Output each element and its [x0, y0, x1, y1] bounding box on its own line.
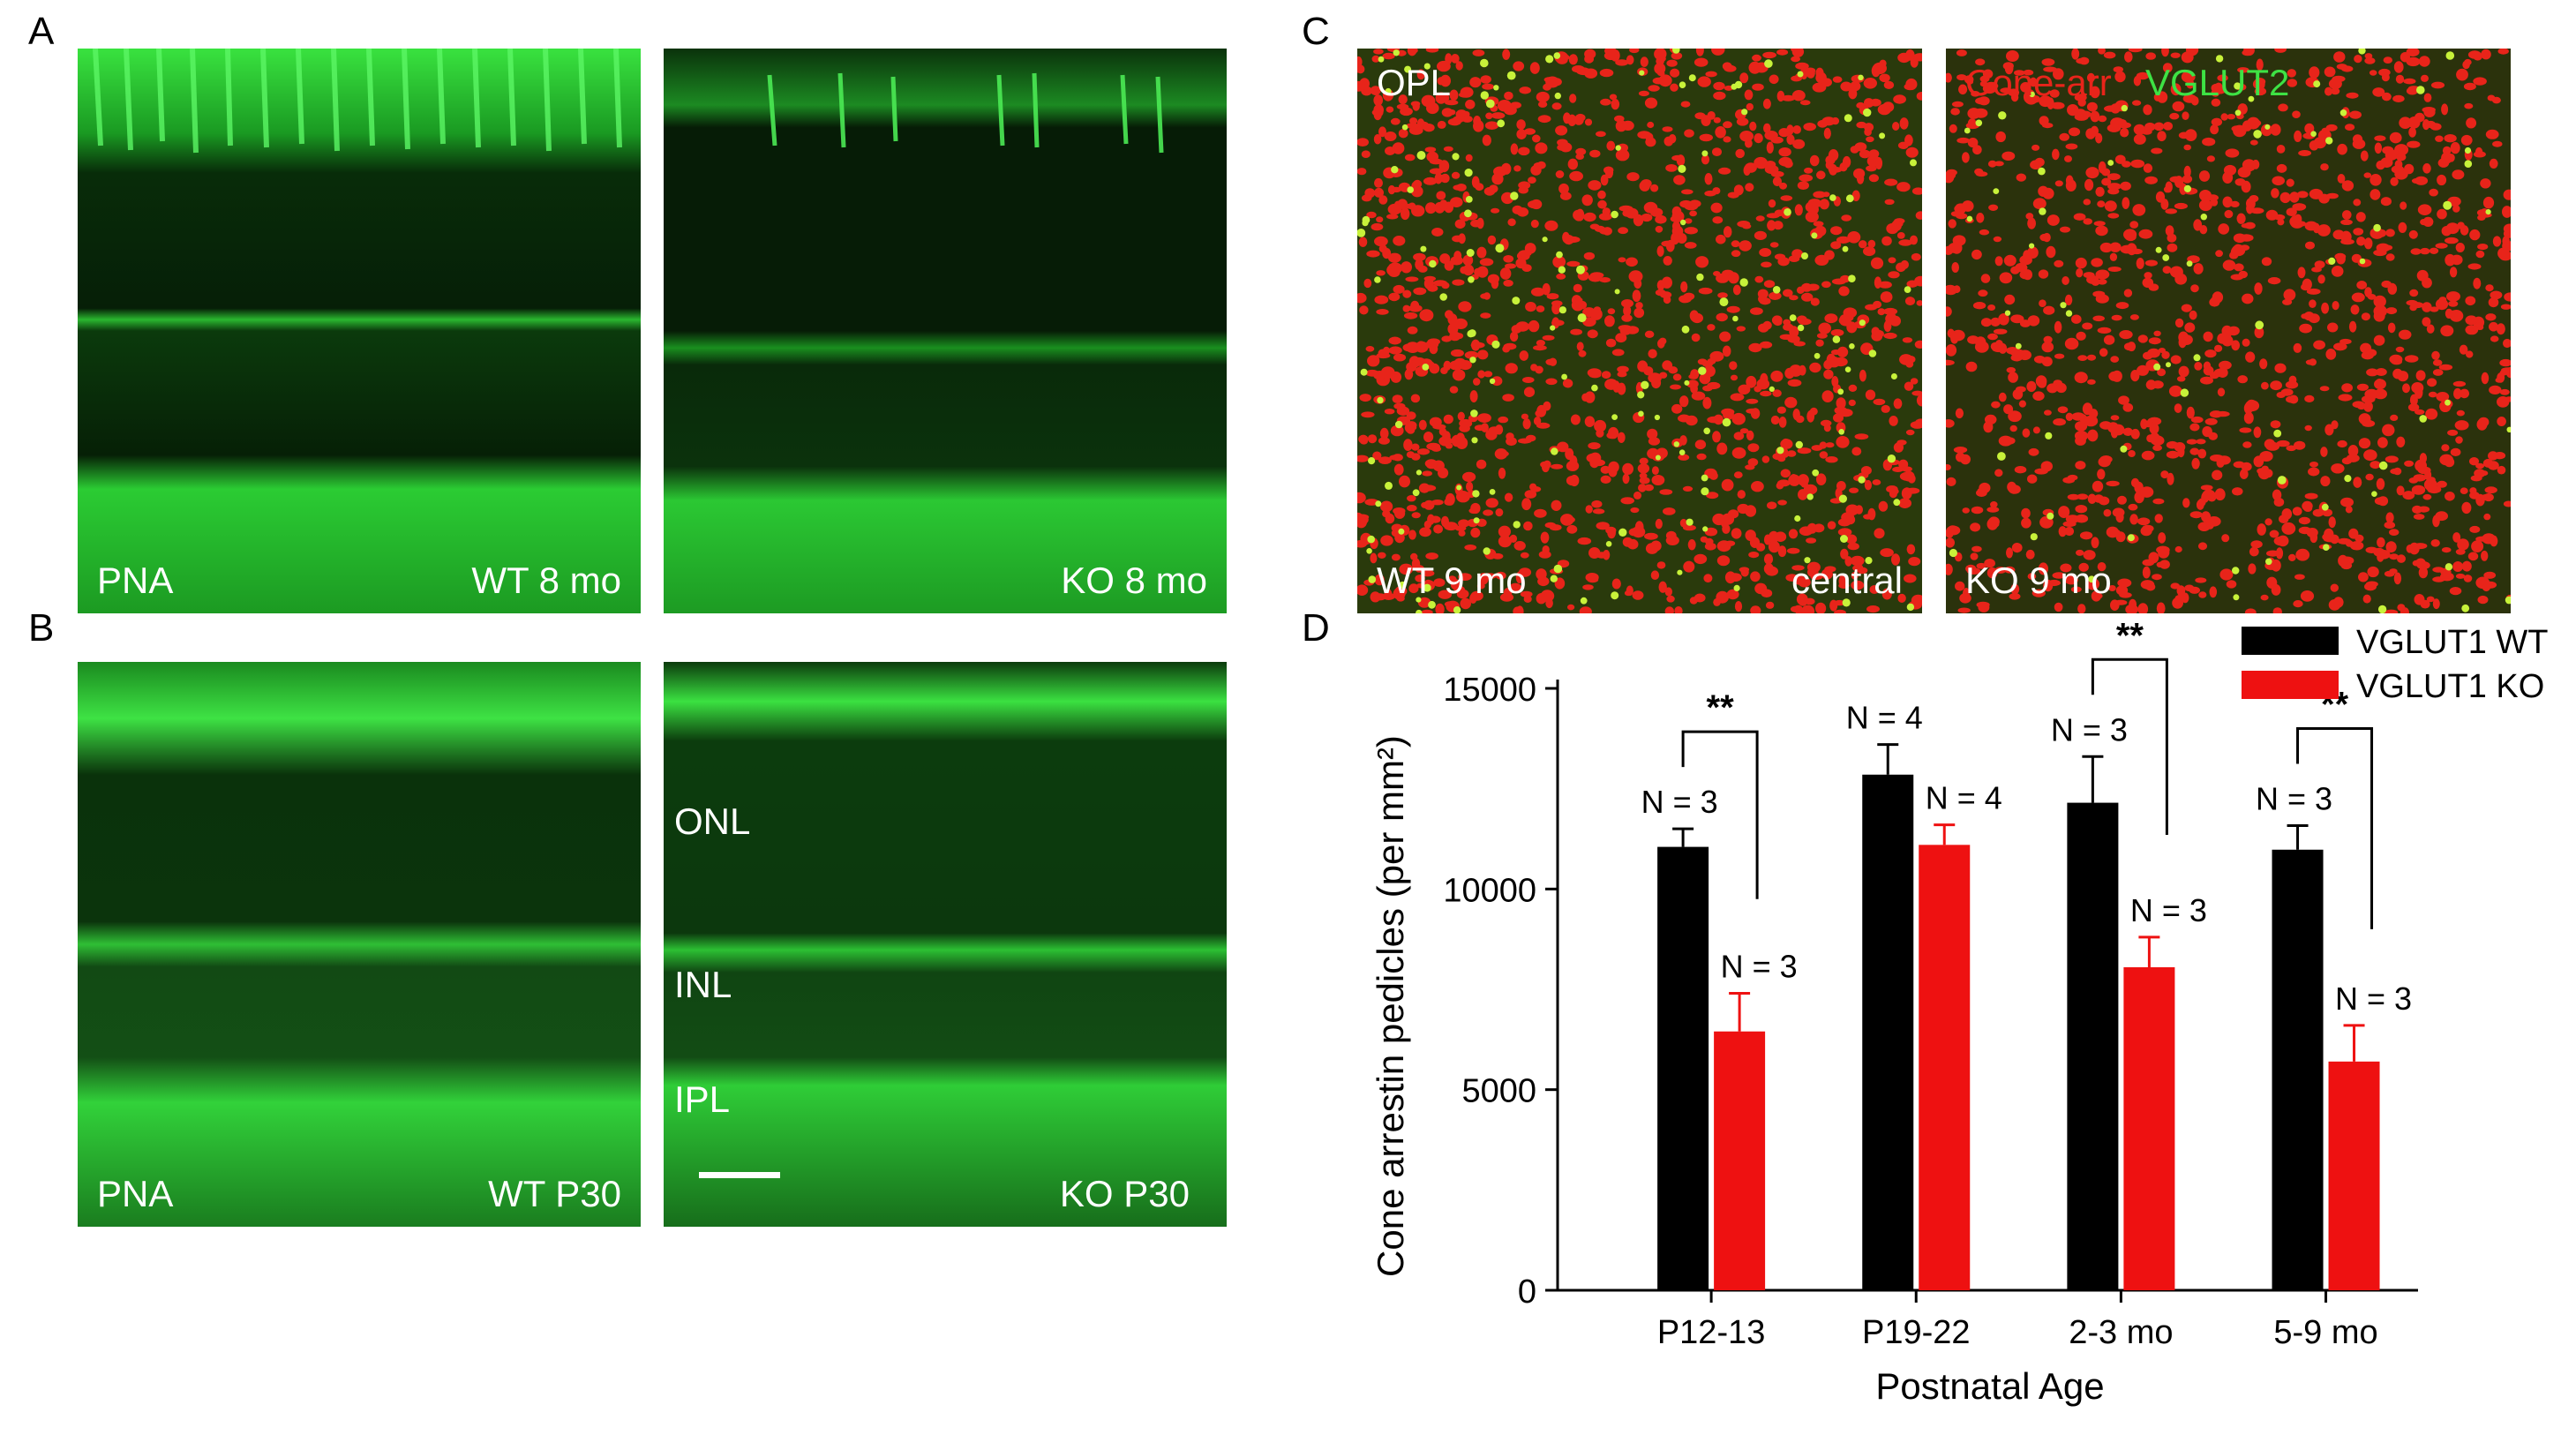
significance-bracket [1681, 730, 1759, 899]
layer-label-opl: OPL [1377, 62, 1452, 103]
bar-wt [1862, 774, 1914, 1290]
panel-letter-c: C [1302, 10, 1330, 53]
bar-wt [2067, 802, 2119, 1290]
n-label: N = 3 [2130, 892, 2207, 928]
micrograph-a-wt: PNA WT 8 mo [78, 49, 641, 613]
x-tick-label: 5-9 mo [2273, 1314, 2377, 1351]
bar-ko [2328, 1061, 2380, 1290]
y-tick-label: 15000 [1443, 672, 1536, 709]
y-tick-label: 0 [1518, 1273, 1536, 1311]
micrograph-c-ko: Cone-arr VGLUT2 KO 9 mo [1946, 49, 2511, 613]
sample-label: WT P30 [488, 1173, 621, 1214]
scale-bar [699, 1172, 780, 1178]
sample-label: KO 8 mo [1061, 560, 1207, 601]
sample-label: KO 9 mo [1965, 560, 2112, 601]
bar-ko [2123, 966, 2175, 1290]
sample-label: WT 9 mo [1377, 560, 1527, 601]
stain-label-cone-arrestin: Cone-arr [1965, 62, 2112, 103]
stain-label: PNA [97, 560, 174, 601]
micrograph-a-ko: KO 8 mo [664, 49, 1227, 613]
micrograph-b-wt: PNA WT P30 [78, 662, 641, 1227]
n-label: N = 4 [1846, 700, 1923, 736]
sample-label: WT 8 mo [471, 560, 621, 601]
region-label: central [1791, 560, 1903, 601]
x-tick-label: P12-13 [1657, 1314, 1766, 1351]
significance-label: ** [1707, 688, 1735, 727]
n-label: N = 3 [2256, 780, 2332, 816]
panel-letter-d: D [1302, 606, 1330, 650]
legend-label-ko: VGLUT1 KO [2356, 668, 2544, 705]
n-label: N = 3 [1641, 784, 1718, 820]
y-tick-label: 5000 [1461, 1073, 1536, 1110]
bar-wt [1657, 846, 1709, 1290]
x-tick-label: 2-3 mo [2069, 1314, 2173, 1351]
stain-label-vglut2: VGLUT2 [2145, 62, 2290, 103]
bar-ko [1714, 1031, 1766, 1290]
legend-label-wt: VGLUT1 WT [2356, 624, 2548, 661]
sample-label: KO P30 [1059, 1173, 1190, 1214]
n-label: N = 3 [1721, 949, 1798, 985]
significance-bracket [2091, 657, 2168, 835]
n-label: N = 3 [2051, 711, 2128, 748]
micrograph-c-wt: OPL WT 9 mo central [1357, 49, 1922, 613]
panel-letter-a: A [28, 10, 55, 53]
bar-ko [1919, 845, 1971, 1290]
legend-swatch-wt [2242, 627, 2339, 655]
n-label: N = 4 [1926, 780, 2002, 816]
micrograph-b-ko: ONL INL IPL KO P30 [664, 662, 1227, 1227]
legend-swatch-ko [2242, 671, 2339, 699]
stain-label: PNA [97, 1173, 174, 1214]
bar-wt [2272, 849, 2324, 1290]
x-tick-label: P19-22 [1862, 1314, 1971, 1351]
y-tick-label: 10000 [1443, 872, 1536, 909]
layer-label-ipl: IPL [674, 1078, 731, 1120]
layer-label-inl: INL [674, 964, 732, 1005]
panel-letter-b: B [28, 606, 55, 650]
x-axis-label: Postnatal Age [1875, 1365, 2104, 1407]
n-label: N = 3 [2335, 980, 2412, 1017]
y-axis-label: Cone arrestin pedicles (per mm²) [1370, 735, 1411, 1277]
significance-bracket [2296, 726, 2374, 929]
layer-label-onl: ONL [674, 800, 751, 842]
significance-label: ** [2116, 616, 2144, 655]
